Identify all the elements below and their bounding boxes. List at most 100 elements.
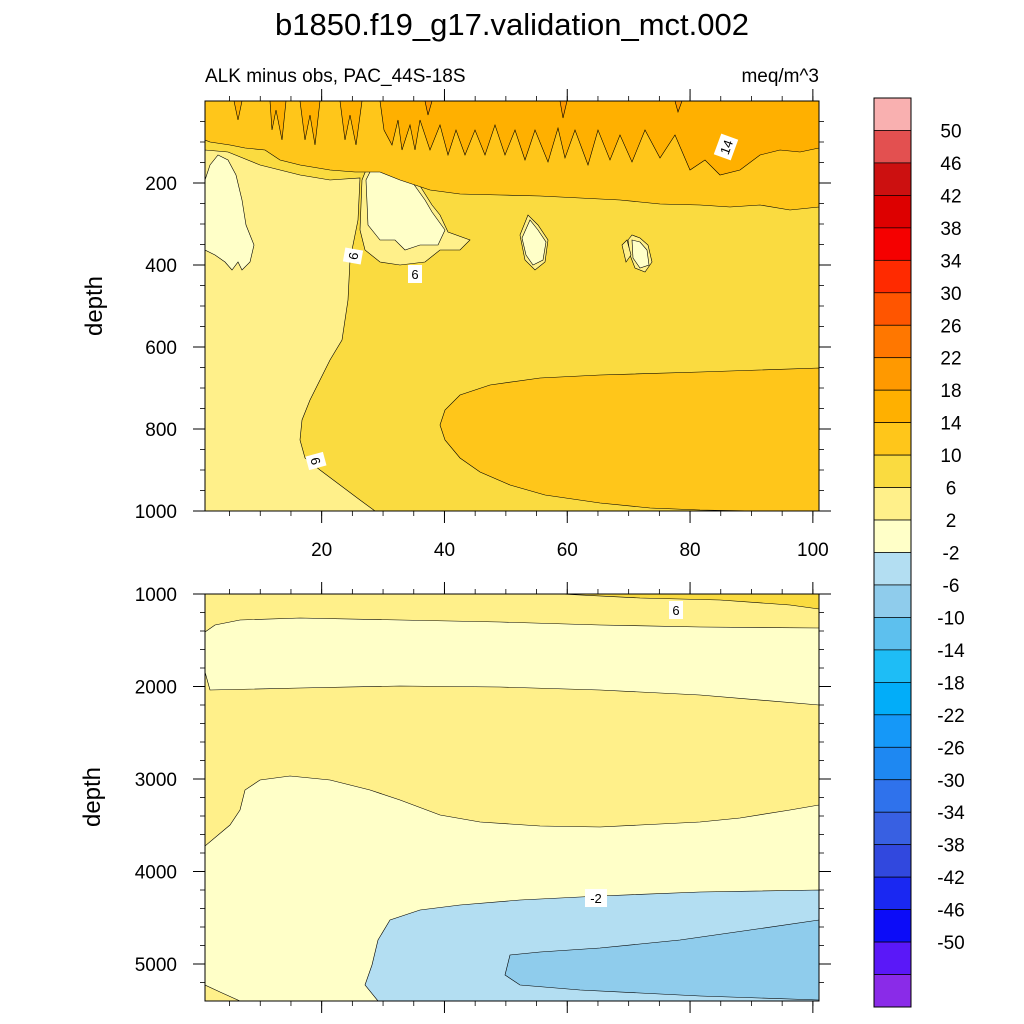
colorbar-label: 26: [940, 316, 961, 337]
colorbar-swatch: [873, 649, 912, 683]
colorbar-swatch: [873, 941, 912, 975]
colorbar-swatch: [873, 552, 912, 586]
contour-fill: [559, 101, 568, 119]
x-tick-label: 60: [557, 540, 578, 561]
y-tick-label: 4000: [135, 863, 177, 884]
colorbar-label: 14: [940, 414, 962, 435]
colorbar-swatch: [873, 389, 912, 423]
x-tick-label: 100: [797, 540, 829, 561]
colorbar-label: -18: [937, 673, 964, 694]
contour-label: 6: [305, 451, 327, 471]
contour-fill: [674, 101, 683, 113]
x-tick-label: 80: [679, 540, 700, 561]
colorbar-label: -30: [937, 771, 964, 792]
y-tick-label: 400: [145, 256, 177, 277]
colorbar-label: 46: [940, 154, 961, 175]
contour-label-bg: [342, 247, 364, 265]
colorbar-label: 10: [940, 446, 961, 467]
colorbar-label: -26: [937, 738, 964, 759]
colorbar-label: 38: [940, 219, 961, 240]
colorbar-swatch: [873, 584, 912, 618]
y-tick-label: 1000: [135, 502, 177, 523]
contour-label-text: 6: [672, 603, 679, 618]
colorbar-label: -6: [943, 576, 960, 597]
colorbar-label: -14: [937, 641, 965, 662]
upper-panel: 20 40 60 80 100 200 400 600 800 1000: [135, 89, 831, 561]
contour-fill: [621, 239, 632, 263]
contour-fill: [205, 154, 255, 271]
colorbar: 50 46 42 38 34 30 26 22 18 14 10 6 2 -2 -6 -10 -14 -18 -22…: [873, 97, 965, 1008]
x-tick-label: 20: [311, 540, 332, 561]
colorbar-swatch: [873, 227, 912, 261]
colorbar-label: 18: [940, 381, 961, 402]
contour-label: 6: [408, 265, 422, 283]
contour-fill: [521, 219, 547, 266]
colorbar-swatch: [873, 682, 912, 716]
colorbar-label: -46: [937, 901, 964, 922]
colorbar-swatch: [873, 779, 912, 813]
colorbar-label: -50: [937, 933, 964, 954]
contour-label-bg: [669, 601, 683, 619]
colorbar-label: 42: [940, 186, 961, 207]
y-axis-label-upper: depth: [81, 276, 108, 336]
y-tick-label: 600: [145, 338, 177, 359]
colorbar-swatch: [873, 844, 912, 878]
contour-label-bg: [713, 133, 739, 161]
contour-fill: [559, 594, 819, 610]
colorbar-swatch: [873, 292, 912, 326]
contour-fill: [205, 671, 819, 847]
colorbar-swatch: [873, 324, 912, 359]
colorbar-swatch: [873, 811, 912, 846]
colorbar-swatch: [873, 130, 912, 164]
chart-subtitle: ALK minus obs, PAC_44S-18S: [205, 66, 466, 87]
contour-label: 6: [669, 601, 683, 619]
colorbar-swatch: [873, 422, 912, 456]
contour-fill: [504, 919, 819, 1001]
colorbar-swatch: [873, 487, 912, 521]
y-tick-label: 5000: [135, 955, 177, 976]
contour-label-bg: [408, 265, 422, 283]
y-tick-label: 800: [145, 420, 177, 441]
colorbar-label: 34: [940, 251, 962, 272]
contour-label: 14: [713, 133, 739, 161]
y-tick-label: 3000: [135, 770, 177, 791]
colorbar-swatch: [873, 519, 912, 553]
contour-label-text: 14: [717, 138, 736, 157]
contour-label-text: 6: [307, 456, 323, 467]
colorbar-swatch: [873, 714, 912, 748]
chart-title: b1850.f19_g17.validation_mct.002: [275, 7, 749, 42]
colorbar-label: 22: [940, 349, 961, 370]
contour-labels: 14 6 6 6 6 -2: [305, 133, 739, 907]
contour-fill: [631, 239, 650, 269]
colorbar-swatch: [873, 259, 912, 294]
colorbar-frame: [873, 97, 912, 1008]
colorbar-label: -42: [937, 868, 964, 889]
y-axis-label-lower: depth: [79, 767, 106, 827]
colorbar-label: -38: [937, 836, 964, 857]
contour-fill: [439, 367, 819, 511]
contour-fill: [424, 101, 433, 116]
upper-ticks: 20 40 60 80 100 200 400 600 800 1000: [135, 89, 831, 561]
y-tick-label: 2000: [135, 678, 177, 699]
contour-fill: [205, 594, 819, 633]
colorbar-swatch: [873, 454, 912, 488]
contour-label-text: 6: [411, 267, 418, 282]
colorbar-label: 50: [940, 121, 961, 142]
colorbar-label: -34: [937, 803, 965, 824]
colorbar-swatch: [873, 909, 912, 943]
colorbar-swatch: [873, 357, 912, 391]
contour-label-text: 6: [345, 251, 361, 261]
colorbar-label: -22: [937, 706, 964, 727]
colorbar-label: -2: [943, 544, 960, 565]
colorbar-label: -10: [937, 608, 964, 629]
colorbar-swatch: [873, 195, 912, 229]
contour-fill: [233, 101, 819, 176]
colorbar-label: 2: [946, 511, 957, 532]
lower-ticks: 1000 2000 3000 4000 5000: [135, 582, 831, 1013]
colorbar-label: 30: [940, 284, 961, 305]
colorbar-swatch: [873, 746, 912, 781]
colorbar-swatch: [873, 876, 912, 910]
contour-fill: [205, 984, 241, 1001]
colorbar-swatch: [873, 162, 912, 196]
